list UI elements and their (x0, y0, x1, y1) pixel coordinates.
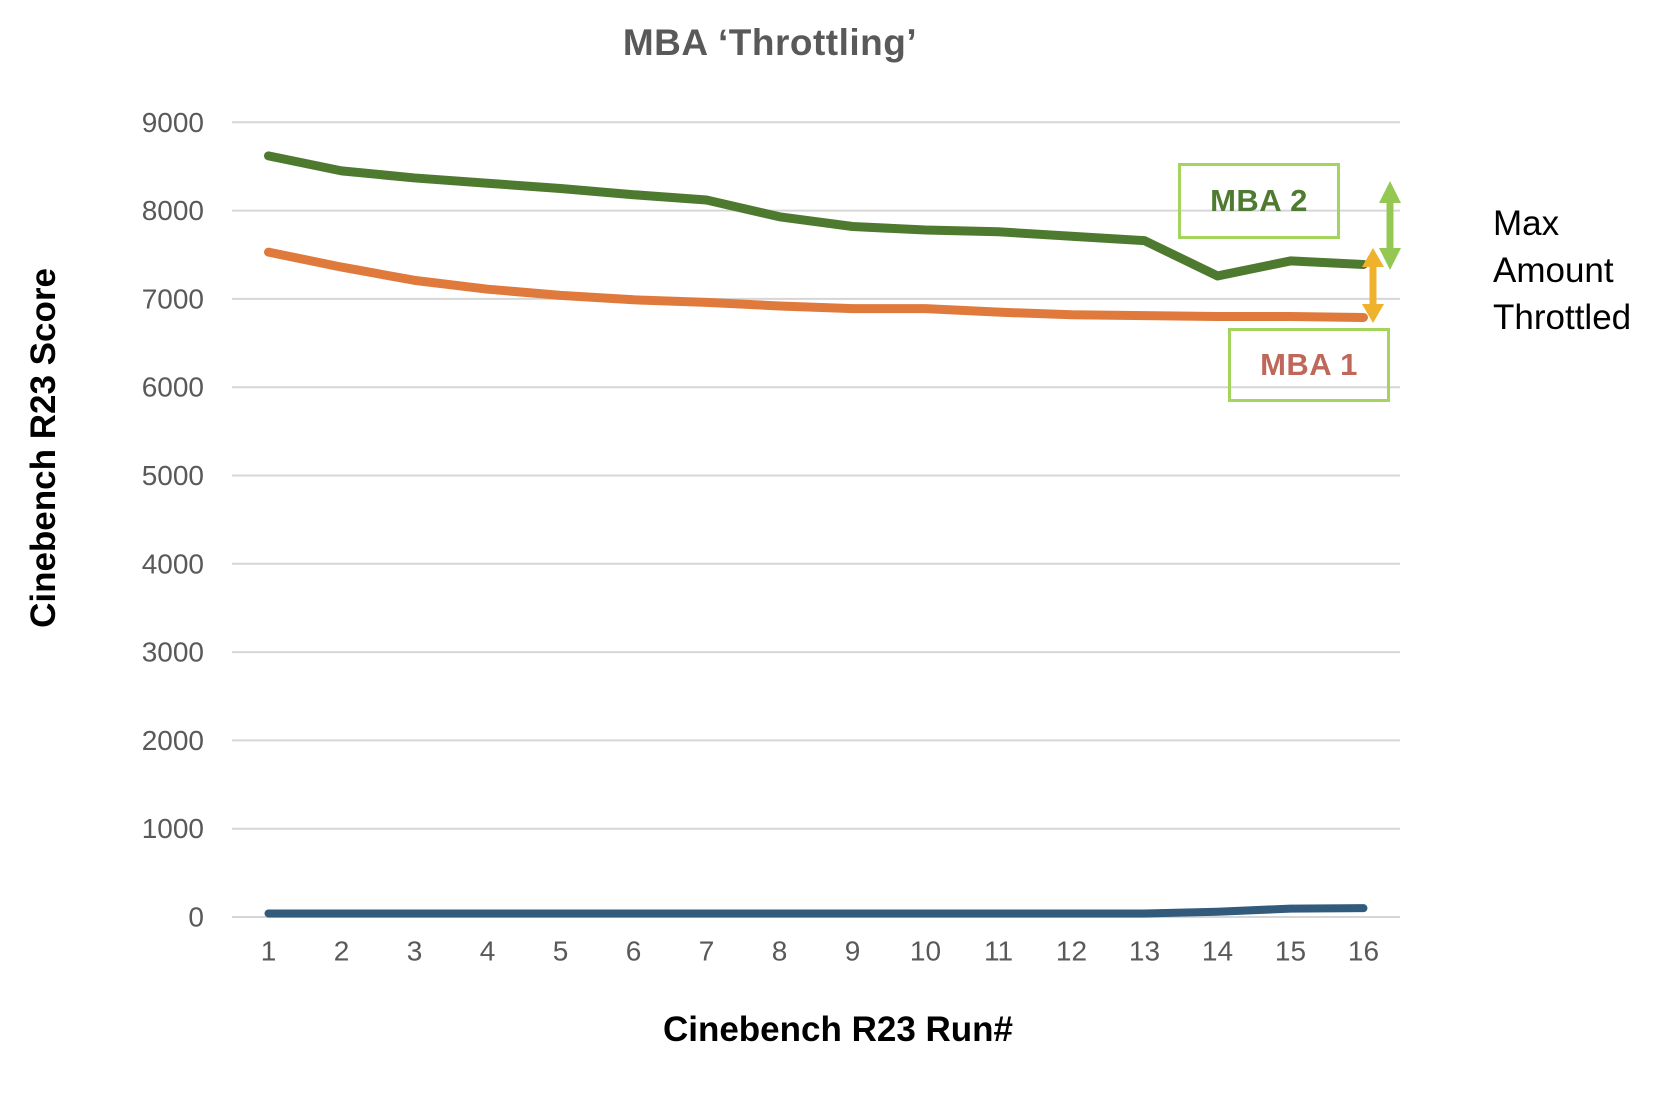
mba2-label: MBA 2 (1210, 183, 1308, 218)
y-tick-label: 4000 (142, 548, 204, 579)
y-tick-label: 2000 (142, 725, 204, 756)
x-tick-label: 12 (1056, 936, 1087, 967)
x-tick-label: 14 (1202, 936, 1233, 967)
annotation-line: Max (1493, 204, 1560, 243)
x-tick-label: 3 (407, 936, 423, 967)
x-tick-label: 2 (334, 936, 350, 967)
annotation-line: Throttled (1493, 298, 1632, 337)
mba2-label-box: MBA 2 (1178, 163, 1340, 239)
mba-2-line (264, 151, 1368, 281)
x-tick-label: 1 (261, 936, 277, 967)
y-tick-label: 0 (188, 902, 204, 933)
x-tick-label: 11 (984, 936, 1013, 967)
y-tick-label: 8000 (142, 195, 204, 226)
y-tick-label: 5000 (142, 460, 204, 491)
x-tick-label: 5 (553, 936, 569, 967)
max-throttled-annotation: Max Amount Throttled (1493, 200, 1631, 341)
x-tick-label: 6 (626, 936, 642, 967)
mba1-label-box: MBA 1 (1228, 328, 1390, 402)
x-tick-label: 9 (845, 936, 861, 967)
x-tick-label: 7 (699, 936, 715, 967)
x-tick-label: 8 (772, 936, 788, 967)
x-tick-label: 4 (480, 936, 496, 967)
x-tick-label: 15 (1275, 936, 1306, 967)
y-tick-label: 6000 (142, 372, 204, 403)
x-tick-label: 13 (1129, 936, 1160, 967)
annotation-line: Amount (1493, 251, 1614, 290)
y-tick-label: 9000 (142, 107, 204, 138)
x-tick-label: 16 (1348, 936, 1379, 967)
y-tick-label: 7000 (142, 283, 204, 314)
series-3-line (264, 904, 1368, 918)
chart-title: MBA ‘Throttling’ (622, 22, 918, 63)
mba1-label: MBA 1 (1260, 347, 1358, 382)
x-axis-title: Cinebench R23 Run# (662, 1010, 1014, 1049)
x-tick-label: 10 (910, 936, 941, 967)
mba-1-line (264, 247, 1368, 322)
y-tick-label: 3000 (142, 637, 204, 668)
y-tick-label: 1000 (142, 813, 204, 844)
